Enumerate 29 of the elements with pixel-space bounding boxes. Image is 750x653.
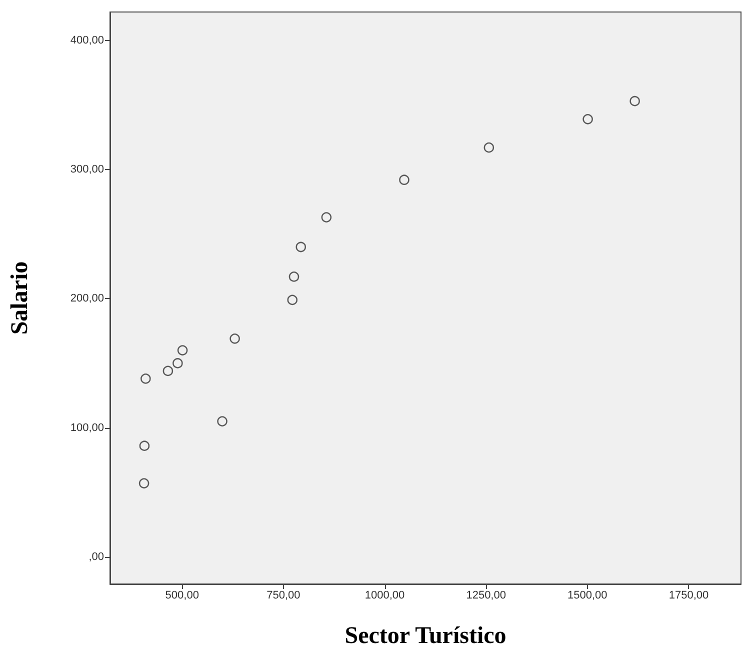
- point: [582, 114, 593, 124]
- y-tick-label: 100,00: [70, 422, 104, 434]
- point: [399, 174, 410, 186]
- y-tick-label: 300,00: [70, 164, 104, 176]
- point: [287, 294, 298, 306]
- point: [172, 358, 183, 368]
- y-tick-label: 200,00: [70, 292, 104, 305]
- x-tick-label: 750,00: [266, 590, 300, 602]
- point: [217, 416, 228, 426]
- point: [139, 440, 150, 451]
- point: [230, 334, 240, 344]
- point: [484, 142, 494, 153]
- x-axis-title: Sector Turístico: [344, 623, 506, 649]
- point: [321, 212, 332, 222]
- point: [177, 345, 188, 356]
- x-tick-label: 500,00: [165, 590, 199, 602]
- point: [138, 478, 150, 488]
- point: [630, 96, 640, 106]
- x-tick-label: 1500,00: [568, 590, 608, 602]
- y-tick-label: 400,00: [70, 34, 104, 46]
- point: [162, 366, 174, 376]
- point: [288, 272, 300, 282]
- point: [140, 374, 151, 384]
- x-tick-label: 1250,00: [466, 590, 506, 602]
- y-tick-label: ,00: [88, 550, 104, 563]
- x-tick-label: 1000,00: [364, 590, 405, 602]
- x-tick-label: 1750,00: [668, 590, 709, 602]
- point: [296, 242, 306, 252]
- y-axis-title: Salario: [7, 261, 33, 335]
